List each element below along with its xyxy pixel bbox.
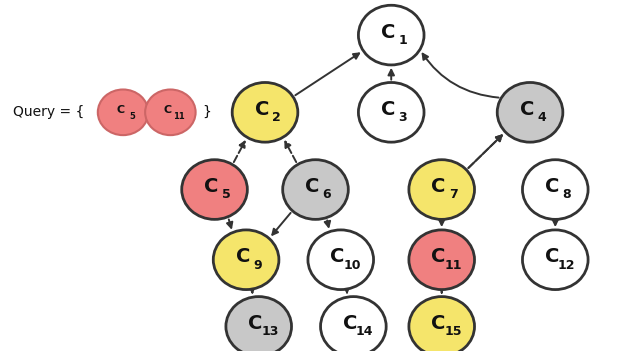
FancyArrowPatch shape: [423, 54, 498, 98]
Text: C: C: [545, 177, 559, 196]
Ellipse shape: [522, 160, 588, 219]
Text: C: C: [249, 314, 262, 333]
Ellipse shape: [497, 82, 563, 142]
FancyArrowPatch shape: [249, 286, 255, 292]
Ellipse shape: [409, 297, 475, 351]
Text: 1: 1: [398, 34, 407, 47]
Ellipse shape: [358, 5, 424, 65]
Text: 10: 10: [343, 258, 361, 272]
Text: 8: 8: [562, 188, 571, 201]
Text: 3: 3: [398, 111, 407, 124]
Text: 12: 12: [558, 258, 575, 272]
Text: 9: 9: [253, 258, 262, 272]
Text: C: C: [305, 177, 319, 196]
Text: C: C: [432, 314, 445, 333]
Text: 11: 11: [174, 112, 185, 121]
FancyArrowPatch shape: [468, 135, 502, 168]
Text: 11: 11: [444, 258, 462, 272]
Text: }: }: [202, 105, 211, 119]
Text: 14: 14: [356, 325, 374, 338]
Ellipse shape: [213, 230, 279, 290]
Text: 5: 5: [129, 112, 135, 121]
Text: C: C: [432, 177, 445, 196]
Text: C: C: [381, 100, 395, 119]
Ellipse shape: [409, 230, 475, 290]
Ellipse shape: [226, 297, 292, 351]
FancyArrowPatch shape: [285, 142, 296, 162]
FancyArrowPatch shape: [344, 286, 350, 292]
Text: 13: 13: [261, 325, 279, 338]
Text: C: C: [520, 100, 534, 119]
Text: Query = {: Query = {: [13, 105, 84, 119]
Text: 6: 6: [322, 188, 331, 201]
Text: C: C: [255, 100, 269, 119]
Ellipse shape: [522, 230, 588, 290]
Text: 15: 15: [444, 325, 462, 338]
Text: 7: 7: [449, 188, 457, 201]
Ellipse shape: [98, 90, 148, 135]
FancyArrowPatch shape: [295, 53, 359, 95]
FancyArrowPatch shape: [468, 135, 502, 168]
Text: 4: 4: [537, 111, 546, 124]
Text: C: C: [432, 247, 445, 266]
Text: C: C: [204, 177, 218, 196]
FancyArrowPatch shape: [439, 286, 444, 293]
Ellipse shape: [358, 82, 424, 142]
Text: C: C: [545, 247, 559, 266]
Ellipse shape: [409, 160, 475, 219]
Text: C: C: [117, 105, 124, 115]
Ellipse shape: [283, 160, 348, 219]
FancyArrowPatch shape: [227, 219, 232, 228]
FancyArrowPatch shape: [273, 213, 291, 235]
Ellipse shape: [321, 297, 386, 351]
Ellipse shape: [308, 230, 374, 290]
Text: C: C: [236, 247, 250, 266]
Text: 5: 5: [221, 188, 230, 201]
FancyArrowPatch shape: [553, 219, 558, 225]
Ellipse shape: [232, 82, 298, 142]
FancyArrowPatch shape: [234, 142, 245, 162]
Text: C: C: [381, 23, 395, 42]
FancyArrowPatch shape: [389, 70, 394, 80]
Ellipse shape: [145, 90, 196, 135]
Text: C: C: [164, 105, 172, 115]
Text: C: C: [331, 247, 345, 266]
FancyArrowPatch shape: [439, 219, 444, 225]
FancyArrowPatch shape: [325, 220, 330, 227]
Text: 2: 2: [272, 111, 281, 124]
Text: C: C: [343, 314, 357, 333]
Ellipse shape: [182, 160, 247, 219]
